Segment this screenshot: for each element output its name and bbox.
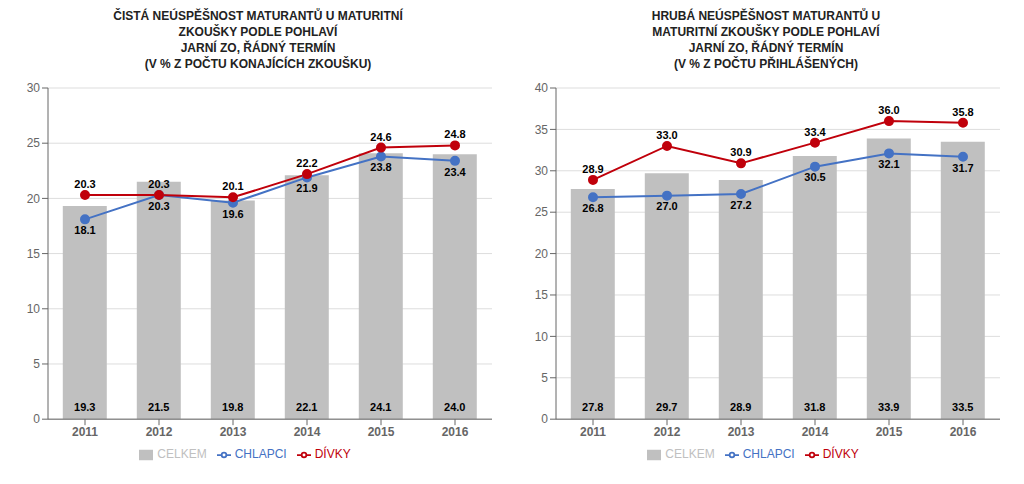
svg-text:2015: 2015 <box>368 425 395 439</box>
svg-text:33.9: 33.9 <box>878 401 899 413</box>
svg-text:20.3: 20.3 <box>74 178 95 190</box>
svg-text:0: 0 <box>33 412 40 426</box>
svg-text:31.7: 31.7 <box>952 162 973 174</box>
svg-text:0: 0 <box>541 412 548 426</box>
svg-text:2016: 2016 <box>950 425 977 439</box>
svg-text:26.8: 26.8 <box>582 202 603 214</box>
html-text:JARNÍ ZO, ŘÁDNÝ TERMÍN: JARNÍ ZO, ŘÁDNÝ TERMÍN <box>688 41 844 55</box>
svg-text:22.1: 22.1 <box>296 401 317 413</box>
svg-text:19.8: 19.8 <box>222 401 243 413</box>
svg-text:23.4: 23.4 <box>444 166 466 178</box>
svg-text:21.5: 21.5 <box>148 401 169 413</box>
svg-text:27.0: 27.0 <box>656 200 677 212</box>
html-text:JARNÍ ZO, ŘÁDNÝ TERMÍN: JARNÍ ZO, ŘÁDNÝ TERMÍN <box>180 41 336 55</box>
svg-text:18.1: 18.1 <box>74 224 95 236</box>
html-text:ZKOUŠKY PODLE POHLAVÍ: ZKOUŠKY PODLE POHLAVÍ <box>178 25 338 39</box>
html-text:DÍVKY: DÍVKY <box>822 447 859 462</box>
svg-text:2012: 2012 <box>654 425 681 439</box>
svg-text:2014: 2014 <box>802 425 829 439</box>
svg-text:2014: 2014 <box>294 425 321 439</box>
svg-text:40: 40 <box>535 81 549 95</box>
svg-text:10: 10 <box>535 330 549 344</box>
svg-text:19.6: 19.6 <box>222 208 243 220</box>
svg-text:25: 25 <box>27 136 41 150</box>
svg-text:31.8: 31.8 <box>804 401 825 413</box>
html-text:CELKEM: CELKEM <box>665 447 715 462</box>
html-text:CHLAPCI: CHLAPCI <box>234 447 287 462</box>
svg-text:28.9: 28.9 <box>730 401 751 413</box>
svg-text:5: 5 <box>33 357 40 371</box>
svg-text:33.0: 33.0 <box>656 129 677 141</box>
svg-text:2012: 2012 <box>146 425 173 439</box>
svg-text:21.9: 21.9 <box>296 182 317 194</box>
svg-text:20.1: 20.1 <box>222 180 243 192</box>
html-text:MATURITNÍ ZKOUŠKY PODLE POHLAV: MATURITNÍ ZKOUŠKY PODLE POHLAVÍ <box>652 25 880 39</box>
svg-text:30.5: 30.5 <box>804 171 825 183</box>
svg-text:20: 20 <box>27 192 41 206</box>
svg-text:30: 30 <box>535 164 549 178</box>
svg-text:33.5: 33.5 <box>952 401 973 413</box>
svg-text:10: 10 <box>27 302 41 316</box>
svg-text:20: 20 <box>535 247 549 261</box>
svg-text:2016: 2016 <box>442 425 469 439</box>
svg-text:27.8: 27.8 <box>582 401 603 413</box>
svg-text:24.1: 24.1 <box>370 401 391 413</box>
svg-text:2013: 2013 <box>220 425 247 439</box>
svg-text:25: 25 <box>535 205 549 219</box>
svg-text:24.6: 24.6 <box>370 131 391 143</box>
html-text:CHLAPCI: CHLAPCI <box>742 447 795 462</box>
svg-text:5: 5 <box>541 371 548 385</box>
svg-text:2013: 2013 <box>728 425 755 439</box>
html-text:DÍVKY: DÍVKY <box>314 447 351 462</box>
svg-text:24.8: 24.8 <box>444 128 465 140</box>
html-text:HRUBÁ NEÚSPĚŠNOST MATURANTŮ U: HRUBÁ NEÚSPĚŠNOST MATURANTŮ U <box>651 9 881 23</box>
svg-text:20.3: 20.3 <box>148 178 169 190</box>
svg-text:2011: 2011 <box>72 425 98 439</box>
html-text:(V % Z POČTU KONAJÍCÍCH ZKOUŠK: (V % Z POČTU KONAJÍCÍCH ZKOUŠKU) <box>144 57 372 71</box>
html-text:CELKEM: CELKEM <box>157 447 207 462</box>
svg-text:15: 15 <box>27 247 41 261</box>
html-text:(V % Z POČTU PŘIHLÁŠENÝCH): (V % Z POČTU PŘIHLÁŠENÝCH) <box>674 57 858 71</box>
svg-text:36.0: 36.0 <box>878 104 899 116</box>
svg-text:30.9: 30.9 <box>730 146 751 158</box>
svg-text:35: 35 <box>535 123 549 137</box>
svg-text:23.8: 23.8 <box>370 161 391 173</box>
svg-text:33.4: 33.4 <box>804 126 826 138</box>
svg-text:2015: 2015 <box>876 425 903 439</box>
svg-text:19.3: 19.3 <box>74 401 95 413</box>
svg-text:35.8: 35.8 <box>952 106 973 118</box>
svg-text:24.0: 24.0 <box>444 401 465 413</box>
svg-text:20.3: 20.3 <box>148 200 169 212</box>
html-text:ČISTÁ NEÚSPĚŠNOST MATURANTŮ U: ČISTÁ NEÚSPĚŠNOST MATURANTŮ U MATURITNÍ <box>113 9 403 23</box>
svg-text:30: 30 <box>27 81 41 95</box>
svg-text:32.1: 32.1 <box>878 158 899 170</box>
svg-text:28.9: 28.9 <box>582 163 603 175</box>
svg-text:2011: 2011 <box>580 425 606 439</box>
svg-text:15: 15 <box>535 288 549 302</box>
svg-text:22.2: 22.2 <box>296 157 317 169</box>
svg-text:29.7: 29.7 <box>656 401 677 413</box>
svg-text:27.2: 27.2 <box>730 199 751 211</box>
